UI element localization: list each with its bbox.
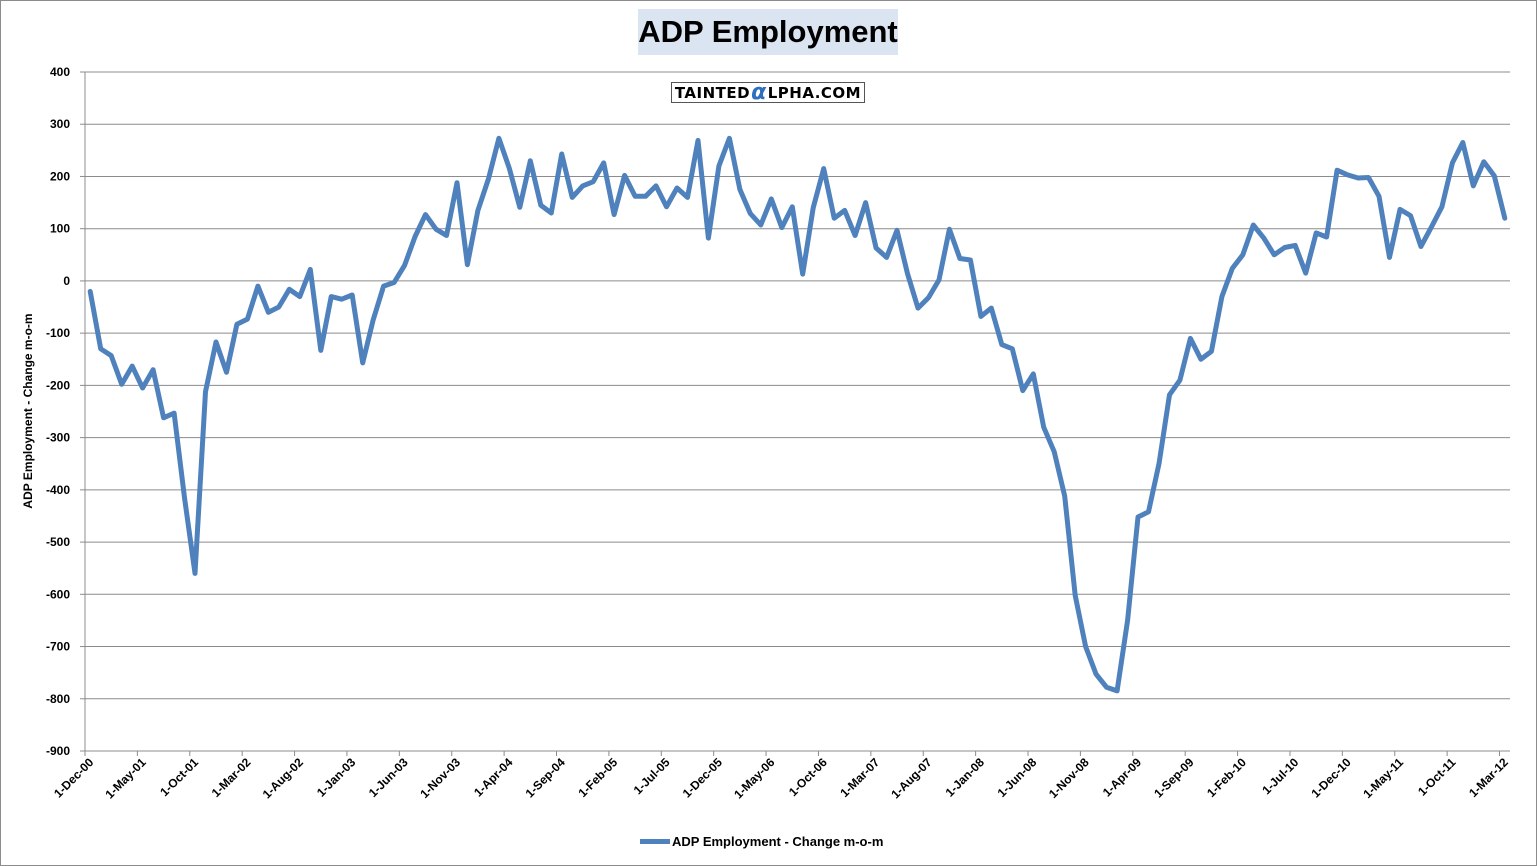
series-line: [87, 135, 1508, 694]
axes: [84, 72, 1510, 756]
legend-label: ADP Employment - Change m-o-m: [672, 834, 884, 849]
x-tick-label: 1-Feb-10: [1204, 755, 1249, 800]
legend-swatch: [640, 839, 670, 844]
x-tick-label: 1-Mar-07: [837, 755, 882, 800]
x-tick-label: 1-Jul-05: [631, 755, 673, 797]
gridlines: [80, 71, 1510, 752]
y-tick-labels: 400 300 200 100 0 -100 -200 -300 -400 -500 -600 -70…: [46, 65, 70, 758]
x-tick-label: 1-Apr-09: [1100, 755, 1145, 800]
x-tick-label: 1-Dec-00: [51, 755, 97, 801]
y-tick-label: 100: [50, 222, 70, 236]
series-layer: [87, 135, 1508, 694]
y-tick-label: -100: [46, 326, 70, 340]
legend: ADP Employment - Change m-o-m: [640, 834, 883, 849]
x-tick-label: 1-Aug-07: [888, 755, 934, 801]
x-tick-label: 1-May-01: [103, 755, 149, 801]
x-tick-label: 1-Sep-04: [523, 755, 569, 801]
y-tick-label: -700: [46, 640, 70, 654]
y-tick-label: -300: [46, 431, 70, 445]
x-tick-label: 1-Jan-08: [943, 755, 988, 800]
x-tick-label: 1-Dec-10: [1308, 755, 1354, 801]
y-tick-label: -900: [46, 744, 70, 758]
x-tick-label: 1-Mar-12: [1466, 755, 1511, 800]
x-tick-label: 1-May-06: [731, 755, 777, 801]
chart-title-box: ADP Employment: [638, 9, 898, 55]
watermark-alpha: α: [751, 79, 767, 105]
watermark-logo: TAINTED α LPHA.COM: [671, 79, 865, 105]
x-tick-label: 1-Apr-04: [471, 755, 516, 800]
y-tick-label: 300: [50, 117, 70, 131]
x-tick-label: 1-Oct-11: [1415, 755, 1459, 799]
x-tick-label: 1-Jun-08: [995, 755, 1040, 800]
x-tick-label: 1-Sep-09: [1151, 755, 1197, 801]
x-tick-label: 1-Nov-03: [417, 755, 463, 801]
y-axis-label: ADP Employment - Change m-o-m: [21, 313, 35, 508]
watermark-prefix: TAINTED: [674, 83, 751, 102]
y-tick-label: -500: [46, 535, 70, 549]
y-tick-label: 0: [63, 274, 70, 288]
watermark-suffix: LPHA.COM: [767, 83, 862, 102]
y-tick-label: -800: [46, 692, 70, 706]
x-tick-label: 1-May-11: [1360, 755, 1406, 801]
x-tick-labels: 1-Dec-00 1-May-01 1-Oct-01 1-Mar-02 1-Aug-02…: [51, 755, 1511, 801]
x-tick-label: 1-Oct-06: [786, 755, 830, 799]
x-tick-label: 1-Mar-02: [209, 755, 254, 800]
x-tick-label: 1-Feb-05: [575, 755, 620, 800]
x-tick-label: 1-Oct-01: [157, 755, 201, 799]
x-tick-label: 1-Aug-02: [260, 755, 306, 801]
y-tick-label: 400: [50, 65, 70, 79]
x-tick-label: 1-Nov-08: [1046, 755, 1092, 801]
y-tick-label: -400: [46, 483, 70, 497]
x-tick-label: 1-Jan-03: [314, 755, 359, 800]
chart-title: ADP Employment: [638, 14, 898, 49]
x-tick-label: 1-Jul-10: [1259, 755, 1301, 797]
x-tick-label: 1-Dec-05: [680, 755, 726, 801]
x-tick-label: 1-Jun-03: [366, 755, 411, 800]
y-tick-label: -200: [46, 378, 70, 392]
y-tick-label: -600: [46, 587, 70, 601]
y-tick-label: 200: [50, 169, 70, 183]
